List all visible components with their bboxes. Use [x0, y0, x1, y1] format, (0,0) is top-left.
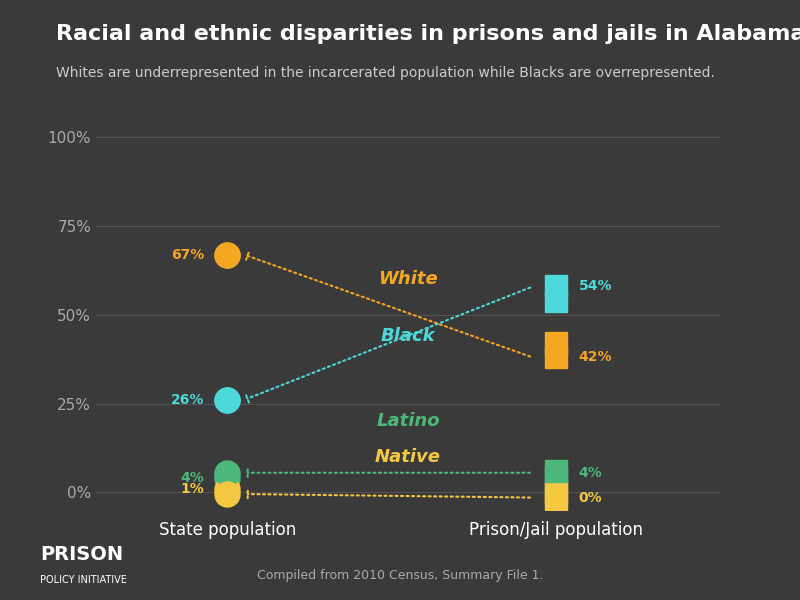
Text: Latino: Latino — [376, 412, 440, 430]
Text: PRISON: PRISON — [40, 545, 123, 564]
Text: Whites are underrepresented in the incarcerated population while Blacks are over: Whites are underrepresented in the incar… — [56, 66, 715, 80]
Text: 4%: 4% — [578, 466, 602, 480]
Text: 26%: 26% — [171, 393, 204, 407]
Text: Compiled from 2010 Census, Summary File 1.: Compiled from 2010 Census, Summary File … — [257, 569, 543, 582]
Text: Native: Native — [375, 448, 441, 466]
Text: 1%: 1% — [181, 482, 204, 496]
Text: 42%: 42% — [578, 350, 612, 364]
Text: White: White — [378, 271, 438, 289]
Text: POLICY INITIATIVE: POLICY INITIATIVE — [40, 575, 127, 585]
Text: 4%: 4% — [181, 471, 204, 485]
Text: Black: Black — [381, 327, 435, 345]
Text: 67%: 67% — [171, 248, 204, 262]
Text: 54%: 54% — [578, 280, 612, 293]
Text: 0%: 0% — [578, 491, 602, 505]
Text: Racial and ethnic disparities in prisons and jails in Alabama: Racial and ethnic disparities in prisons… — [56, 24, 800, 44]
